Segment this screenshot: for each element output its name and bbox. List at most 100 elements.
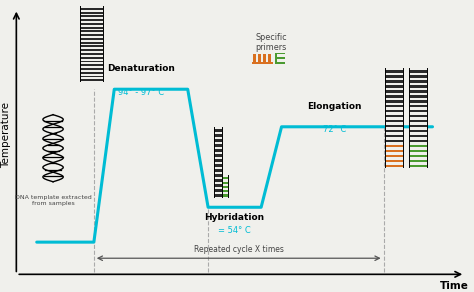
Bar — [409, 93, 427, 95]
Bar — [81, 30, 103, 32]
Bar — [214, 129, 222, 132]
Bar — [385, 157, 403, 159]
Bar — [409, 102, 427, 105]
Bar — [409, 85, 427, 88]
Bar — [81, 12, 103, 13]
Bar — [214, 177, 222, 179]
Bar — [81, 36, 103, 38]
Bar — [214, 139, 222, 142]
Bar — [222, 188, 228, 190]
Text: 72° C: 72° C — [323, 126, 346, 134]
Bar — [409, 145, 427, 147]
Bar — [385, 75, 403, 78]
Bar — [214, 162, 222, 164]
Bar — [409, 132, 427, 135]
Bar — [81, 47, 103, 49]
Text: 94° - 97° C: 94° - 97° C — [118, 88, 164, 97]
Bar — [409, 150, 427, 152]
Bar — [409, 75, 427, 78]
Bar — [81, 42, 103, 44]
Bar — [385, 110, 403, 112]
Bar — [385, 112, 403, 115]
Bar — [385, 78, 403, 80]
Bar — [385, 102, 403, 105]
Bar — [81, 74, 103, 76]
Bar — [81, 68, 103, 70]
Bar — [385, 137, 403, 140]
Bar — [81, 60, 103, 62]
Bar — [409, 162, 427, 164]
Bar — [81, 32, 103, 34]
Text: Denaturation: Denaturation — [107, 64, 175, 73]
Bar — [214, 154, 222, 157]
Bar — [385, 107, 403, 110]
Bar — [214, 142, 222, 144]
Bar — [214, 127, 222, 129]
Bar — [81, 70, 103, 72]
Bar — [252, 62, 273, 64]
Bar — [81, 13, 103, 15]
Bar — [81, 40, 103, 42]
Bar — [385, 122, 403, 125]
Bar — [409, 122, 427, 125]
Text: Repeated cycle X times: Repeated cycle X times — [194, 245, 283, 254]
Bar — [409, 115, 427, 117]
Bar — [385, 68, 403, 70]
Bar — [81, 62, 103, 64]
Bar — [214, 167, 222, 169]
Bar — [385, 142, 403, 145]
Bar — [385, 154, 403, 157]
Bar — [214, 164, 222, 167]
Bar — [385, 90, 403, 93]
Bar — [81, 55, 103, 57]
Bar — [81, 6, 103, 8]
Bar — [385, 127, 403, 130]
Bar — [409, 125, 427, 127]
Bar — [222, 184, 228, 186]
Bar — [222, 182, 228, 184]
Text: Temperature: Temperature — [1, 102, 11, 168]
Bar — [274, 62, 285, 64]
Bar — [81, 64, 103, 66]
Bar — [214, 134, 222, 137]
Bar — [409, 135, 427, 137]
Bar — [222, 179, 228, 182]
Bar — [214, 169, 222, 172]
Bar — [385, 117, 403, 120]
Bar — [81, 8, 103, 10]
Bar — [385, 140, 403, 142]
Bar — [274, 57, 285, 59]
Bar — [409, 70, 427, 73]
Bar — [214, 149, 222, 152]
Bar — [214, 174, 222, 177]
Bar — [409, 107, 427, 110]
Bar — [81, 21, 103, 23]
Bar — [81, 79, 103, 81]
Bar — [385, 73, 403, 75]
Bar — [81, 10, 103, 12]
Text: Elongation: Elongation — [307, 102, 362, 111]
Bar — [409, 164, 427, 167]
Bar — [385, 164, 403, 167]
Bar — [214, 152, 222, 154]
Bar — [385, 70, 403, 73]
Bar — [222, 194, 228, 197]
Bar — [222, 175, 228, 177]
Bar — [214, 184, 222, 187]
Bar — [81, 38, 103, 40]
Bar — [222, 186, 228, 188]
Bar — [214, 187, 222, 189]
Bar — [385, 159, 403, 162]
Bar — [409, 154, 427, 157]
Bar — [409, 152, 427, 154]
Bar — [385, 125, 403, 127]
Bar — [409, 68, 427, 70]
Bar — [274, 53, 285, 54]
Bar — [385, 132, 403, 135]
Bar — [81, 66, 103, 68]
Bar — [385, 93, 403, 95]
Bar — [258, 54, 261, 64]
Bar — [385, 130, 403, 132]
Bar — [385, 145, 403, 147]
Bar — [385, 83, 403, 85]
